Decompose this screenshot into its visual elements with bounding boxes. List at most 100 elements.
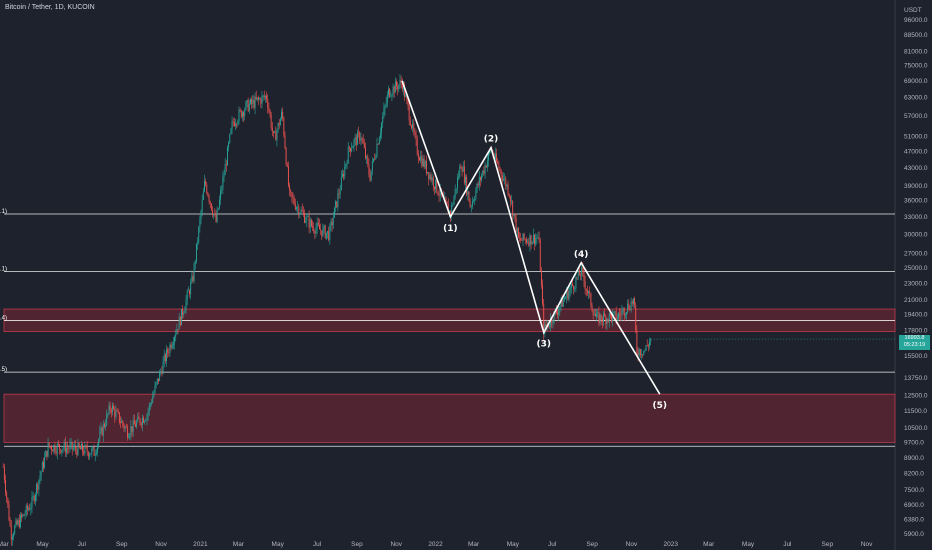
- candle-body: [305, 220, 307, 223]
- candle-body: [591, 305, 593, 311]
- candle-body: [485, 165, 487, 168]
- candle-body: [512, 201, 514, 216]
- candle-body: [540, 270, 542, 285]
- y-tick-label: 13750.0: [904, 375, 928, 382]
- candle-body: [627, 303, 629, 313]
- candle-body: [407, 99, 409, 106]
- candle-body: [375, 155, 377, 159]
- candle-body: [93, 446, 95, 456]
- y-tick-label: 96000.0: [904, 17, 928, 24]
- candle-body: [10, 525, 12, 540]
- candle-body: [513, 214, 515, 216]
- candle-body: [572, 283, 573, 286]
- candle-body: [302, 211, 304, 214]
- candle-body: [204, 181, 205, 192]
- candle-body: [83, 451, 85, 454]
- candle-body: [497, 161, 499, 164]
- candle-body: [191, 276, 193, 283]
- candle-body: [143, 417, 144, 423]
- candle-body: [406, 95, 408, 100]
- level-label: .4): [0, 315, 7, 321]
- candle-body: [339, 190, 341, 194]
- candle-body: [343, 173, 345, 177]
- candle-body: [297, 206, 299, 208]
- candle-body: [324, 225, 326, 238]
- candle-body: [390, 96, 392, 97]
- candle-body: [532, 234, 534, 242]
- candle-body: [506, 184, 508, 187]
- candle-body: [102, 424, 104, 436]
- candle-body: [263, 95, 265, 98]
- y-tick-label: 33000.0: [904, 214, 928, 221]
- candle-body: [85, 445, 87, 447]
- candle-body: [197, 242, 199, 244]
- candle-body: [13, 534, 15, 537]
- candle-body: [138, 416, 140, 419]
- candle-body: [473, 200, 475, 202]
- candle-body: [542, 284, 544, 304]
- candle-body: [636, 330, 638, 353]
- candle-body: [317, 222, 319, 225]
- candle-body: [411, 125, 412, 129]
- candle-body: [565, 297, 567, 299]
- x-tick-label: Sep: [116, 541, 128, 548]
- candle-body: [574, 288, 576, 290]
- candle-body: [193, 263, 195, 281]
- candle-body: [209, 201, 211, 204]
- candle-body: [32, 496, 34, 497]
- candle-body: [539, 240, 541, 271]
- candle-body: [266, 95, 268, 99]
- candle-body: [643, 350, 645, 355]
- candle-body: [555, 309, 557, 313]
- candle-body: [90, 453, 92, 455]
- y-tick-label: 7500.0: [904, 487, 924, 494]
- candle-body: [438, 194, 440, 196]
- candle-body: [233, 122, 235, 126]
- candle-body: [185, 299, 187, 310]
- candle-body: [304, 213, 305, 223]
- candle-body: [89, 454, 90, 457]
- candle-body: [118, 412, 120, 423]
- candle-body: [269, 110, 271, 115]
- candle-body: [353, 140, 355, 147]
- price-point: [509, 190, 510, 191]
- candle-body: [511, 201, 512, 202]
- y-tick-label: 57000.0: [904, 113, 928, 120]
- candle-body: [52, 450, 54, 452]
- candle-body: [465, 176, 466, 183]
- candle-body: [595, 314, 596, 317]
- y-tick-label: 11500.0: [904, 408, 927, 415]
- candle-body: [151, 402, 153, 404]
- candle-body: [291, 192, 293, 197]
- candle-body: [208, 196, 210, 202]
- candle-body: [26, 505, 28, 510]
- candle-body: [348, 146, 350, 149]
- candle-body: [124, 426, 126, 429]
- y-tick-label: 17800.0: [904, 328, 928, 335]
- candle-body: [646, 345, 648, 346]
- x-tick-label: Sep: [586, 541, 598, 548]
- candle-body: [623, 308, 625, 316]
- candle-body: [5, 480, 6, 493]
- candle-body: [24, 514, 26, 516]
- candle-body: [279, 119, 281, 126]
- wave-label: (5): [653, 401, 668, 411]
- candle-body: [225, 164, 227, 166]
- candle-body: [181, 308, 182, 326]
- x-tick-label: Sep: [822, 541, 834, 548]
- candle-body: [176, 329, 178, 335]
- candle-body: [649, 341, 650, 347]
- candle-body: [238, 109, 240, 122]
- candle-body: [517, 227, 519, 238]
- candle-body: [577, 270, 579, 278]
- candle-body: [559, 306, 561, 310]
- candle-body: [75, 445, 77, 450]
- candle-body: [582, 267, 584, 273]
- current-price-badge: 16993.8 05:23:19: [899, 335, 930, 350]
- candle-body: [15, 520, 17, 527]
- candle-body: [408, 105, 410, 121]
- candle-body: [421, 156, 423, 167]
- candle-body: [271, 127, 273, 132]
- x-tick-label: Nov: [861, 541, 873, 548]
